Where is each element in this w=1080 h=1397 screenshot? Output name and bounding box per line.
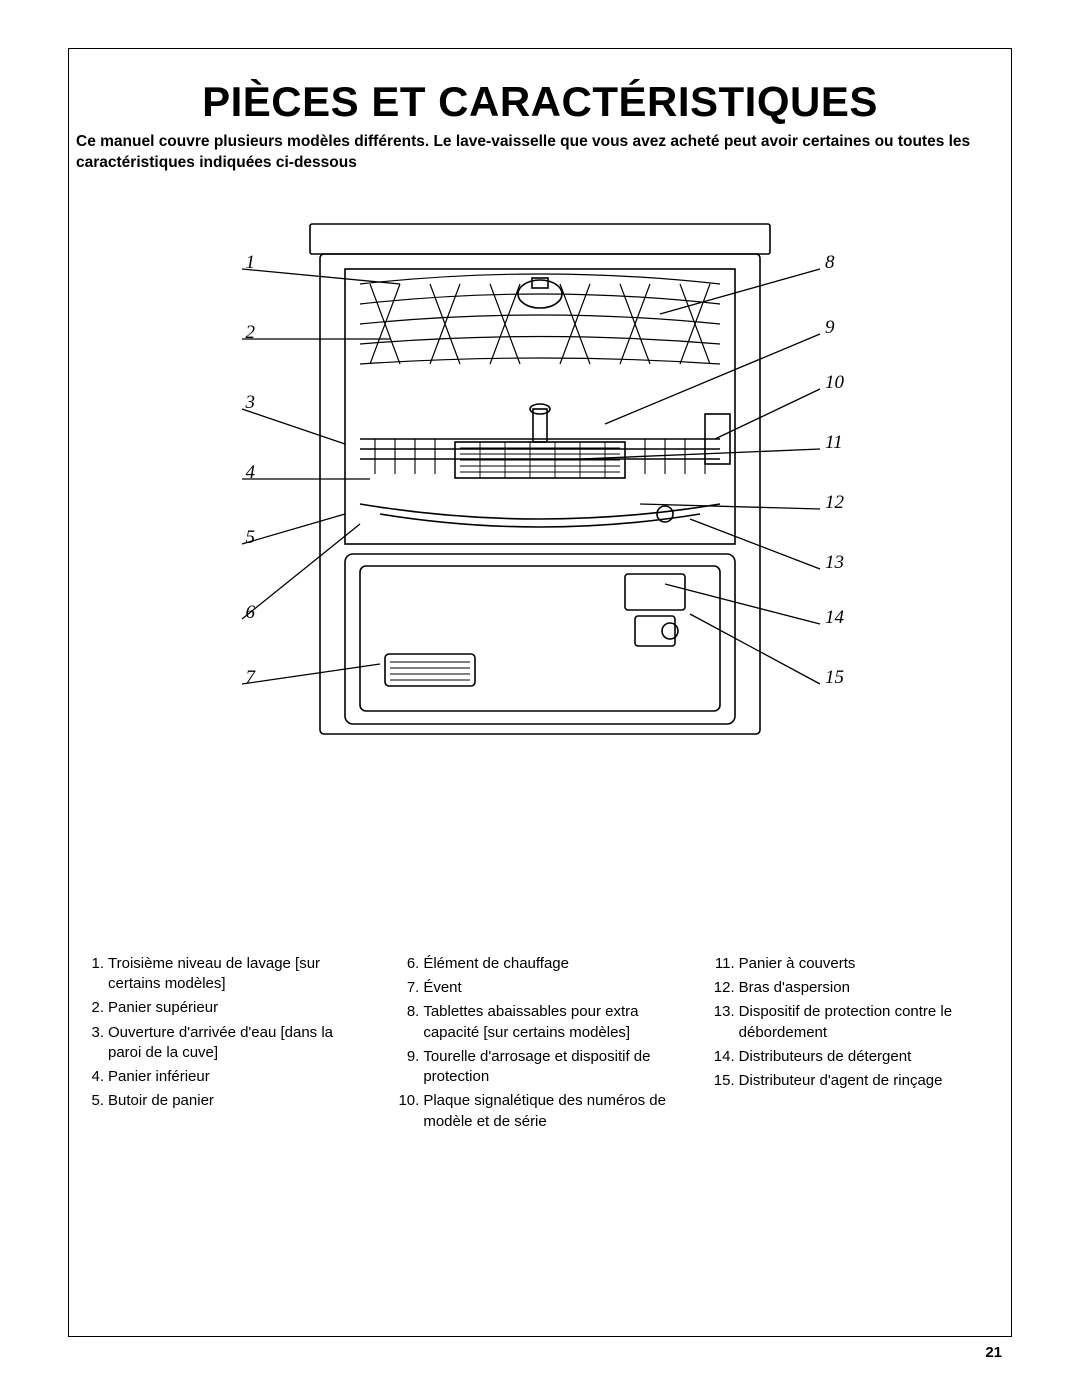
legend-item: 6.Élément de chauffage	[397, 954, 682, 974]
legend-text: Tourelle d'arrosage et dispositif de pro…	[423, 1048, 650, 1085]
legend-item: 5.Butoir de panier	[82, 1091, 367, 1111]
legend-col-3: 11.Panier à couverts 12.Bras d'aspersion…	[713, 954, 998, 1136]
parts-legend: 1.Troisième niveau de lavage [sur certai…	[70, 954, 1010, 1136]
legend-item: 15.Distributeur d'agent de rinçage	[713, 1071, 998, 1091]
legend-text: Ouverture d'arrivée d'eau [dans la paroi…	[108, 1024, 333, 1061]
legend-text: Bras d'aspersion	[739, 979, 850, 996]
page-number: 21	[985, 1344, 1002, 1361]
legend-item: 7.Évent	[397, 978, 682, 998]
legend-item: 11.Panier à couverts	[713, 954, 998, 974]
legend-text: Butoir de panier	[108, 1092, 214, 1109]
leader-lines	[70, 214, 1010, 794]
legend-text: Panier à couverts	[739, 955, 856, 972]
legend-item: 8.Tablettes abaissables pour extra capac…	[397, 1002, 682, 1043]
legend-col-2: 6.Élément de chauffage 7.Évent 8.Tablett…	[397, 954, 682, 1136]
legend-text: Distributeurs de détergent	[739, 1048, 912, 1065]
legend-text: Dispositif de protection contre le débor…	[739, 1003, 952, 1040]
legend-text: Tablettes abaissables pour extra capacit…	[423, 1003, 638, 1040]
parts-diagram: 1 2 3 4 5 6 7 8 9 10 11 12 13 14 15	[70, 214, 1010, 814]
legend-item: 14.Distributeurs de détergent	[713, 1047, 998, 1067]
legend-item: 2.Panier supérieur	[82, 998, 367, 1018]
legend-item: 13.Dispositif de protection contre le dé…	[713, 1002, 998, 1043]
legend-item: 4.Panier inférieur	[82, 1067, 367, 1087]
manual-page: PIÈCES ET CARACTÉRISTIQUES Ce manuel cou…	[0, 0, 1080, 1397]
legend-text: Troisième niveau de lavage [sur certains…	[108, 955, 320, 992]
legend-text: Plaque signalétique des numéros de modèl…	[423, 1092, 666, 1129]
legend-text: Élément de chauffage	[423, 955, 569, 972]
legend-item: 3.Ouverture d'arrivée d'eau [dans la par…	[82, 1023, 367, 1064]
legend-item: 10.Plaque signalétique des numéros de mo…	[397, 1091, 682, 1132]
legend-item: 12.Bras d'aspersion	[713, 978, 998, 998]
page-title: PIÈCES ET CARACTÉRISTIQUES	[70, 78, 1010, 126]
legend-item: 9.Tourelle d'arrosage et dispositif de p…	[397, 1047, 682, 1088]
legend-text: Panier supérieur	[108, 999, 218, 1016]
legend-text: Panier inférieur	[108, 1068, 210, 1085]
legend-col-1: 1.Troisième niveau de lavage [sur certai…	[82, 954, 367, 1136]
legend-item: 1.Troisième niveau de lavage [sur certai…	[82, 954, 367, 995]
legend-text: Distributeur d'agent de rinçage	[739, 1072, 943, 1089]
page-subtitle: Ce manuel couvre plusieurs modèles diffé…	[70, 132, 1010, 174]
legend-text: Évent	[423, 979, 461, 996]
